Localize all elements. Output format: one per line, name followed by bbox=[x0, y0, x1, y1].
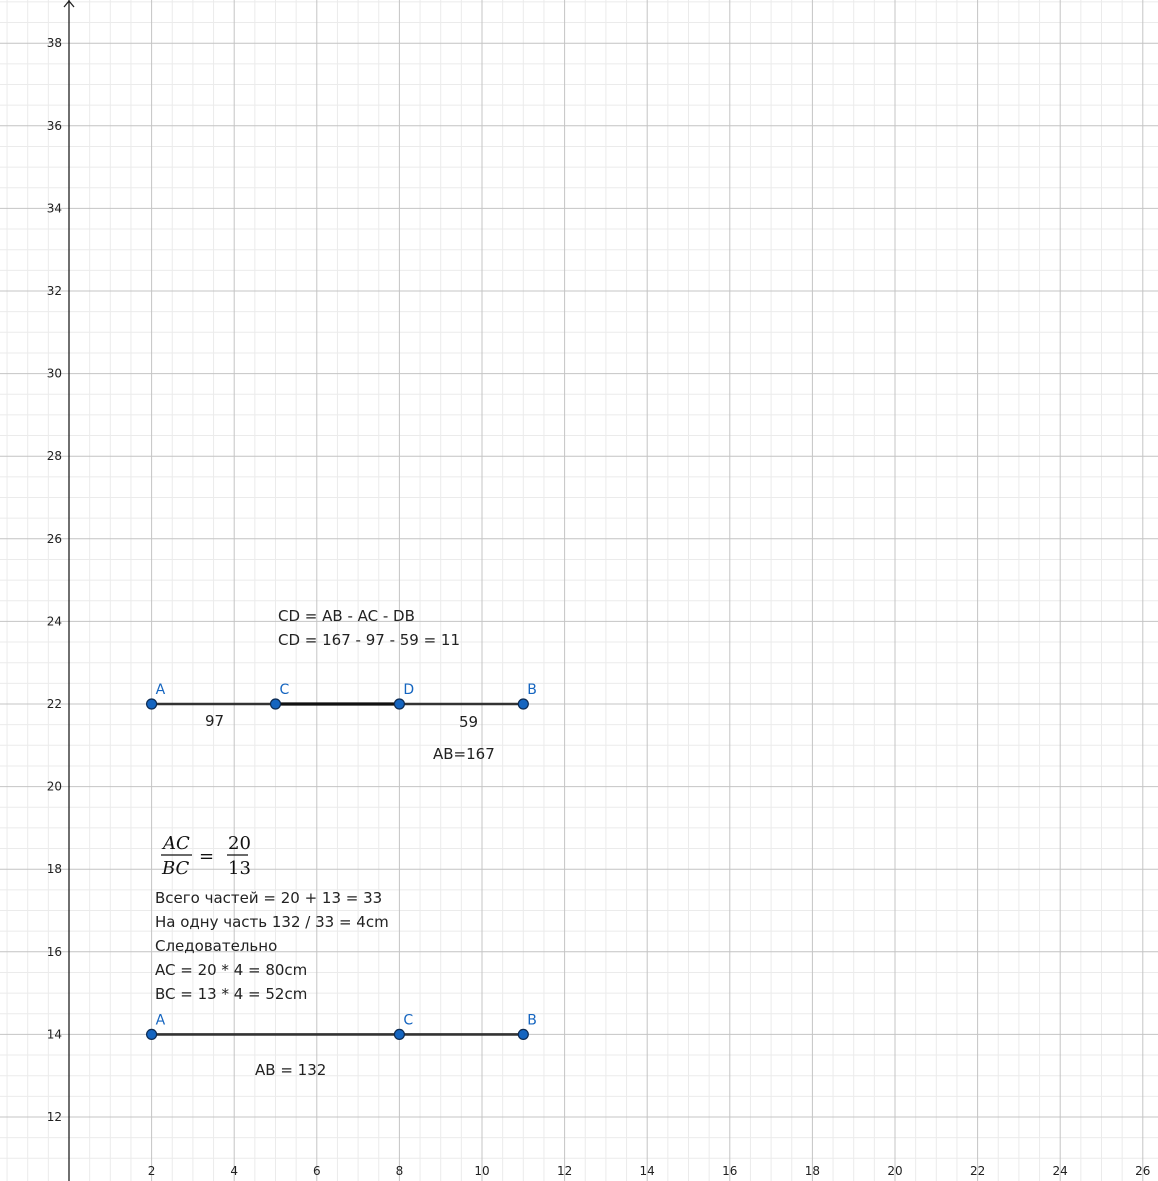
point-marker[interactable] bbox=[517, 698, 529, 710]
solution-line-3: Следовательно bbox=[155, 937, 277, 955]
point-label: A bbox=[156, 1012, 166, 1028]
y-tick-label: 38 bbox=[47, 36, 62, 50]
point-d[interactable]: D bbox=[393, 682, 414, 710]
x-tick-label: 14 bbox=[640, 1164, 655, 1178]
fraction-numerator-left: AC bbox=[161, 833, 190, 854]
formula-line-2: CD = 167 - 97 - 59 = 11 bbox=[278, 631, 460, 649]
x-tick-label: 4 bbox=[230, 1164, 238, 1178]
formula-line-1: CD = AB - AC - DB bbox=[278, 607, 415, 625]
point-marker[interactable] bbox=[393, 698, 405, 710]
y-axis-arrow-icon bbox=[63, 0, 75, 8]
y-tick-label: 26 bbox=[47, 532, 62, 546]
fraction-denominator-left: BC bbox=[161, 858, 190, 879]
segment-ac-length-label: 97 bbox=[205, 712, 224, 730]
point-c[interactable]: C bbox=[269, 682, 290, 710]
solution-line-4: AC = 20 * 4 = 80cm bbox=[155, 961, 307, 979]
y-tick-label: 14 bbox=[47, 1027, 62, 1041]
y-tick-label: 22 bbox=[47, 697, 62, 711]
fraction-equals-sign: = bbox=[199, 846, 214, 867]
point-label: A bbox=[156, 682, 166, 698]
solution-line-5: BC = 13 * 4 = 52cm bbox=[155, 985, 307, 1003]
fraction-denominator-right: 13 bbox=[228, 858, 251, 879]
y-tick-label: 12 bbox=[47, 1110, 62, 1124]
x-tick-label: 12 bbox=[557, 1164, 572, 1178]
y-tick-label: 34 bbox=[47, 201, 62, 215]
point-marker[interactable] bbox=[393, 1028, 405, 1041]
point-marker[interactable] bbox=[517, 1028, 529, 1041]
y-tick-label: 28 bbox=[47, 449, 62, 463]
ab-length-label: AB = 132 bbox=[255, 1061, 326, 1079]
fraction-numerator-right: 20 bbox=[228, 833, 251, 854]
x-tick-label: 2 bbox=[148, 1164, 156, 1178]
y-tick-labels: 12 14 16 18 20 22 24 26 28 30 32 34 36 38 bbox=[47, 36, 62, 1124]
y-tick-label: 16 bbox=[47, 945, 62, 959]
segment-db-length-label: 59 bbox=[459, 713, 478, 731]
y-tick-label: 30 bbox=[47, 367, 62, 381]
point-c[interactable]: C bbox=[393, 1012, 413, 1041]
diagram-segment-abcd: A C D B 97 59 AB=167 CD = AB - AC - DB CD =… bbox=[146, 607, 537, 763]
point-marker[interactable] bbox=[146, 1028, 158, 1041]
point-label: B bbox=[527, 1012, 537, 1028]
point-label: B bbox=[527, 682, 537, 698]
point-a[interactable]: A bbox=[146, 1012, 166, 1041]
point-a[interactable]: A bbox=[146, 682, 166, 710]
point-b[interactable]: B bbox=[517, 682, 537, 710]
point-marker[interactable] bbox=[269, 698, 282, 710]
solution-line-1: Всего частей = 20 + 13 = 33 bbox=[155, 889, 382, 907]
x-tick-label: 18 bbox=[805, 1164, 820, 1178]
x-tick-label: 26 bbox=[1135, 1164, 1150, 1178]
x-tick-labels: 2 4 6 8 10 12 14 16 18 20 22 24 26 bbox=[148, 1164, 1151, 1178]
point-label: D bbox=[403, 682, 414, 698]
x-tick-label: 8 bbox=[396, 1164, 404, 1178]
solution-line-2: На одну часть 132 / 33 = 4cm bbox=[155, 913, 389, 931]
y-tick-label: 20 bbox=[47, 780, 62, 794]
x-tick-label: 20 bbox=[887, 1164, 902, 1178]
ratio-fraction: AC BC = 20 13 bbox=[161, 833, 251, 879]
y-tick-label: 24 bbox=[47, 614, 62, 628]
x-tick-label: 22 bbox=[970, 1164, 985, 1178]
y-tick-label: 36 bbox=[47, 119, 62, 133]
point-marker[interactable] bbox=[146, 698, 158, 710]
x-tick-label: 16 bbox=[722, 1164, 737, 1178]
x-tick-label: 24 bbox=[1053, 1164, 1068, 1178]
point-b[interactable]: B bbox=[517, 1012, 537, 1041]
ab-length-label: AB=167 bbox=[433, 745, 495, 763]
x-tick-label: 10 bbox=[474, 1164, 489, 1178]
axes bbox=[63, 0, 75, 1181]
y-tick-label: 32 bbox=[47, 284, 62, 298]
x-tick-label: 6 bbox=[313, 1164, 321, 1178]
point-label: C bbox=[403, 1012, 413, 1028]
point-label: C bbox=[280, 682, 290, 698]
y-tick-label: 18 bbox=[47, 862, 62, 876]
